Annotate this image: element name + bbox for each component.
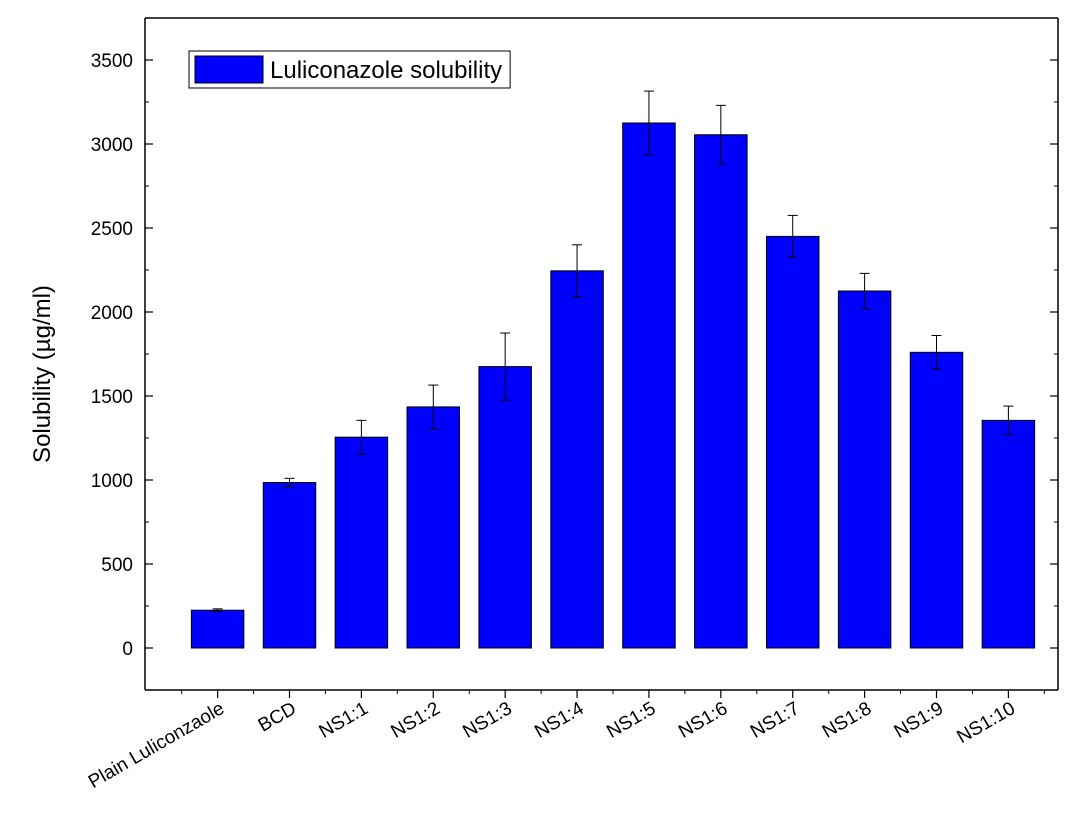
x-tick-label: NS1:4 xyxy=(531,698,588,743)
error-bars-group xyxy=(212,90,1014,613)
x-tick-label: NS1:8 xyxy=(819,698,875,743)
x-tick-label: NS1:7 xyxy=(747,698,803,743)
bar xyxy=(981,419,1036,649)
legend: Luliconazole solubility xyxy=(188,50,511,89)
bar xyxy=(765,235,820,649)
bar xyxy=(694,134,748,649)
bar xyxy=(837,290,892,649)
y-tick-label: 1500 xyxy=(91,387,133,408)
y-tick-label: 0 xyxy=(122,639,133,660)
bar xyxy=(550,270,604,649)
bar xyxy=(909,351,964,649)
x-tick-label: NS1:9 xyxy=(891,698,947,743)
x-tick-label: NS1:1 xyxy=(316,698,372,743)
y-tick-label: 2500 xyxy=(91,219,133,240)
y-tick-label: 3500 xyxy=(91,51,133,72)
bar xyxy=(478,366,532,649)
x-tick-label: NS1:3 xyxy=(459,698,515,743)
x-tick-label: NS1:6 xyxy=(675,698,731,743)
bars-group xyxy=(190,122,1036,649)
x-tick-label: NS1:5 xyxy=(603,698,659,743)
y-axis-title: Solubility (µg/ml) xyxy=(29,285,56,463)
y-tick-label: 1000 xyxy=(91,471,133,492)
x-tick-label: Plain Luliconzaole xyxy=(85,698,228,793)
x-tick-label: BCD xyxy=(255,698,300,736)
bar xyxy=(406,406,461,649)
x-tick-label: NS1:2 xyxy=(388,698,444,743)
x-axis-ticks: Plain Luliconzaole BCD NS1:1 NS1:2 NS1:3 NS1:… xyxy=(85,690,1045,793)
bar xyxy=(622,122,676,649)
y-tick-label: 2000 xyxy=(91,303,133,324)
x-tick-label: NS1:10 xyxy=(954,698,1019,748)
bar xyxy=(334,436,389,649)
bar xyxy=(262,482,317,649)
legend-frame xyxy=(188,50,511,89)
bar xyxy=(190,609,245,649)
y-tick-label: 500 xyxy=(101,555,133,576)
y-tick-label: 3000 xyxy=(91,135,133,156)
legend-swatch xyxy=(194,55,264,84)
legend-label: Luliconazole solubility xyxy=(270,57,502,84)
y-axis-ticks: 0 500 1000 1500 2000 2500 3000 3500 xyxy=(91,51,1058,660)
